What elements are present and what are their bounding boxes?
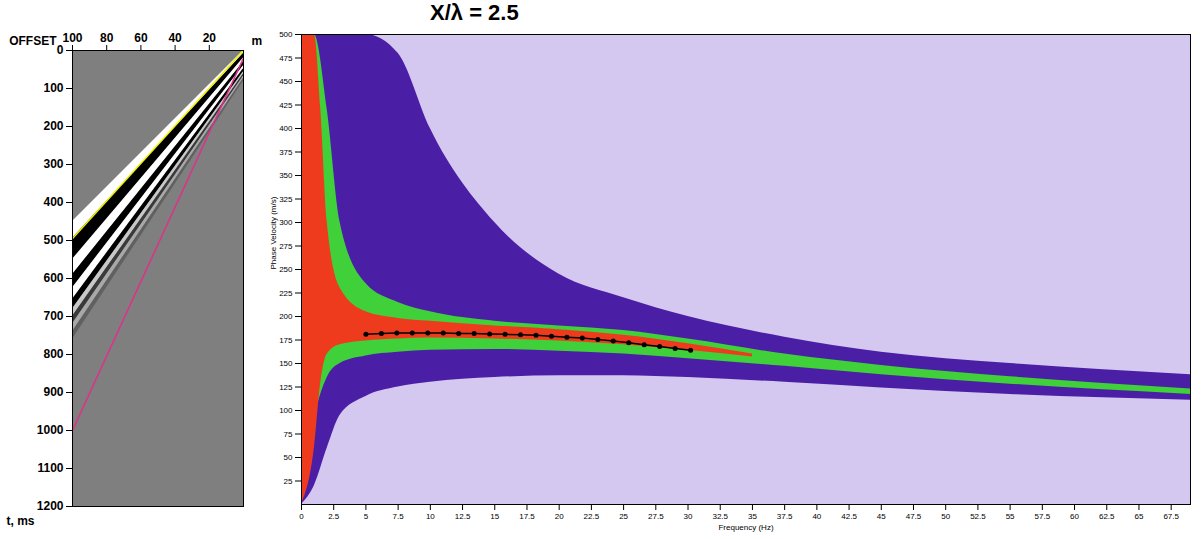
svg-text:32.5: 32.5 xyxy=(712,512,728,521)
svg-text:Frequency (Hz): Frequency (Hz) xyxy=(718,523,773,532)
svg-text:Phase Velocity (m/s): Phase Velocity (m/s) xyxy=(269,196,278,269)
svg-text:500: 500 xyxy=(279,30,293,39)
svg-text:0: 0 xyxy=(57,43,64,57)
svg-text:100: 100 xyxy=(279,406,293,415)
svg-text:52.5: 52.5 xyxy=(970,512,986,521)
svg-text:35: 35 xyxy=(748,512,757,521)
svg-text:t, ms: t, ms xyxy=(7,514,35,528)
svg-text:175: 175 xyxy=(279,336,293,345)
svg-text:65: 65 xyxy=(1135,512,1144,521)
svg-text:300: 300 xyxy=(279,218,293,227)
svg-text:50: 50 xyxy=(284,453,293,462)
svg-text:700: 700 xyxy=(43,309,63,323)
svg-text:325: 325 xyxy=(279,195,293,204)
svg-text:80: 80 xyxy=(100,31,114,45)
svg-text:25: 25 xyxy=(619,512,628,521)
svg-text:275: 275 xyxy=(279,242,293,251)
svg-text:1200: 1200 xyxy=(37,499,64,513)
svg-text:2.5: 2.5 xyxy=(328,512,340,521)
svg-text:0: 0 xyxy=(299,512,304,521)
svg-text:20: 20 xyxy=(203,31,217,45)
svg-text:37.5: 37.5 xyxy=(777,512,793,521)
svg-text:375: 375 xyxy=(279,148,293,157)
svg-text:10: 10 xyxy=(426,512,435,521)
svg-text:475: 475 xyxy=(279,54,293,63)
svg-text:800: 800 xyxy=(43,347,63,361)
svg-text:600: 600 xyxy=(43,271,63,285)
svg-text:5: 5 xyxy=(364,512,369,521)
svg-text:500: 500 xyxy=(43,233,63,247)
svg-text:12.5: 12.5 xyxy=(455,512,471,521)
svg-text:17.5: 17.5 xyxy=(519,512,535,521)
svg-text:100: 100 xyxy=(62,31,82,45)
svg-text:57.5: 57.5 xyxy=(1035,512,1051,521)
svg-text:75: 75 xyxy=(284,430,293,439)
svg-text:30: 30 xyxy=(684,512,693,521)
svg-text:125: 125 xyxy=(279,383,293,392)
svg-text:40: 40 xyxy=(168,31,182,45)
svg-text:22.5: 22.5 xyxy=(584,512,600,521)
svg-text:60: 60 xyxy=(1070,512,1079,521)
svg-text:25: 25 xyxy=(284,477,293,486)
svg-text:400: 400 xyxy=(43,195,63,209)
svg-text:350: 350 xyxy=(279,171,293,180)
svg-text:20: 20 xyxy=(555,512,564,521)
svg-text:425: 425 xyxy=(279,101,293,110)
svg-text:50: 50 xyxy=(941,512,950,521)
svg-text:OFFSET: OFFSET xyxy=(9,34,57,48)
html-text:X/λ = 2.5: X/λ = 2.5 xyxy=(430,0,519,25)
svg-text:42.5: 42.5 xyxy=(841,512,857,521)
svg-text:200: 200 xyxy=(279,312,293,321)
svg-text:m: m xyxy=(252,34,263,48)
svg-text:250: 250 xyxy=(279,265,293,274)
svg-text:40: 40 xyxy=(812,512,821,521)
svg-text:7.5: 7.5 xyxy=(393,512,405,521)
svg-text:15: 15 xyxy=(490,512,499,521)
svg-text:62.5: 62.5 xyxy=(1099,512,1115,521)
svg-text:60: 60 xyxy=(134,31,148,45)
svg-text:100: 100 xyxy=(43,81,63,95)
svg-text:47.5: 47.5 xyxy=(906,512,922,521)
svg-text:55: 55 xyxy=(1006,512,1015,521)
svg-text:45: 45 xyxy=(877,512,886,521)
svg-text:67.5: 67.5 xyxy=(1163,512,1179,521)
svg-text:150: 150 xyxy=(279,359,293,368)
svg-text:200: 200 xyxy=(43,119,63,133)
svg-text:1100: 1100 xyxy=(37,461,63,475)
svg-text:400: 400 xyxy=(279,124,293,133)
svg-text:1000: 1000 xyxy=(37,423,64,437)
svg-text:450: 450 xyxy=(279,77,293,86)
svg-text:300: 300 xyxy=(43,157,63,171)
svg-text:27.5: 27.5 xyxy=(648,512,664,521)
svg-text:900: 900 xyxy=(43,385,63,399)
svg-text:225: 225 xyxy=(279,289,293,298)
